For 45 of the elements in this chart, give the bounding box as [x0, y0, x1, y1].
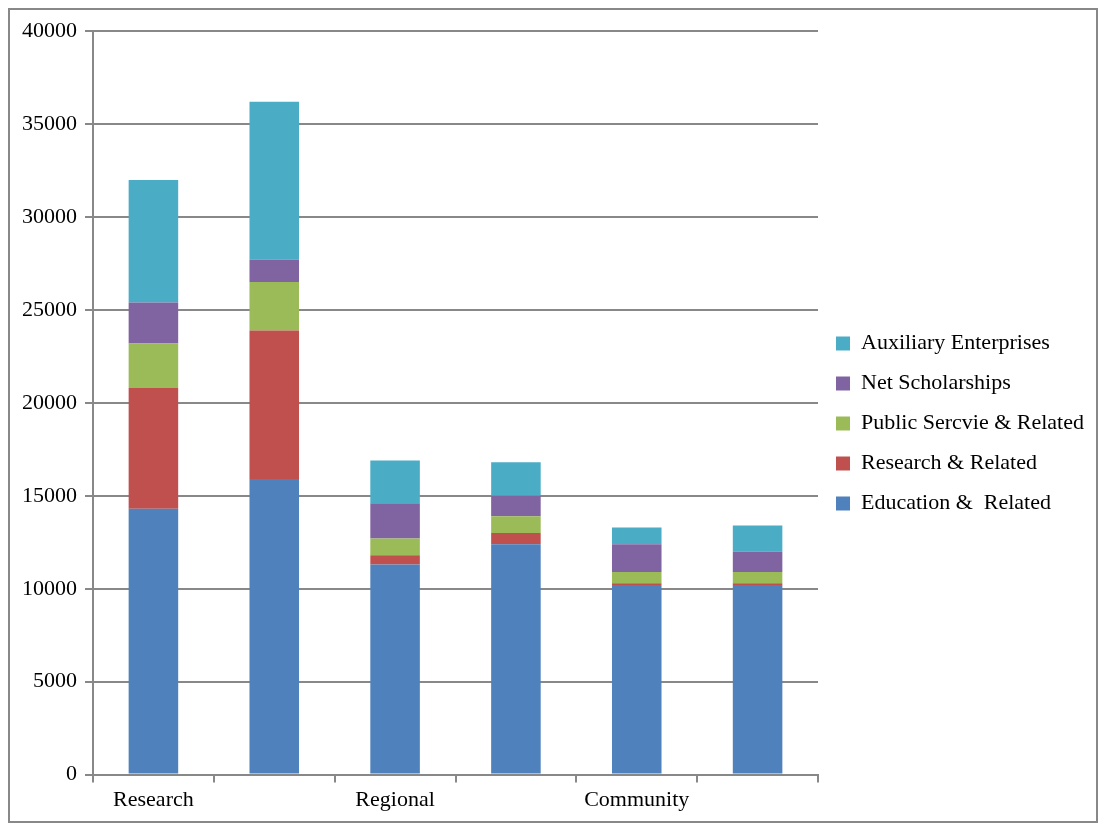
x-tick-label: Community [584, 785, 690, 811]
bar [732, 572, 783, 584]
bar [128, 343, 179, 389]
bar [611, 585, 662, 774]
bar [491, 462, 541, 496]
legend-label: Research & Related [861, 449, 1037, 475]
y-tick-label: 15000 [22, 481, 77, 507]
y-tick-label: 10000 [22, 574, 77, 600]
y-tick-label: 25000 [22, 295, 77, 321]
bar [128, 179, 179, 303]
legend-label: Education & Related [861, 489, 1051, 515]
bar [611, 544, 662, 573]
y-tick-label: 0 [66, 760, 77, 786]
y-tick-label: 40000 [22, 16, 77, 42]
y-tick-label: 20000 [22, 388, 77, 414]
bar [732, 525, 783, 552]
y-tick-label: 5000 [33, 667, 77, 693]
bar [370, 564, 420, 774]
bar [491, 533, 541, 545]
bar [370, 460, 420, 504]
x-tick-label: Regional [355, 785, 435, 811]
bar [128, 302, 179, 344]
bar [249, 479, 300, 774]
bar [732, 585, 783, 774]
bar [249, 101, 300, 260]
legend-label: Net Scholarships [861, 369, 1011, 395]
bar [732, 551, 783, 573]
bar [491, 544, 541, 774]
bar [370, 538, 420, 556]
bar [370, 555, 420, 565]
bar [128, 508, 179, 774]
bar [249, 330, 300, 480]
bar [128, 388, 179, 509]
x-tick-label: Research [113, 785, 194, 811]
y-tick-label: 30000 [22, 202, 77, 228]
bar [611, 572, 662, 584]
bar [491, 516, 541, 533]
bar [370, 503, 420, 539]
bar [611, 527, 662, 545]
legend-label: Public Sercvie & Related [861, 409, 1084, 435]
bar [249, 259, 300, 283]
bar [491, 495, 541, 517]
y-tick-label: 35000 [22, 109, 77, 135]
legend-label: Auxiliary Enterprises [861, 329, 1050, 355]
bar [249, 282, 300, 331]
